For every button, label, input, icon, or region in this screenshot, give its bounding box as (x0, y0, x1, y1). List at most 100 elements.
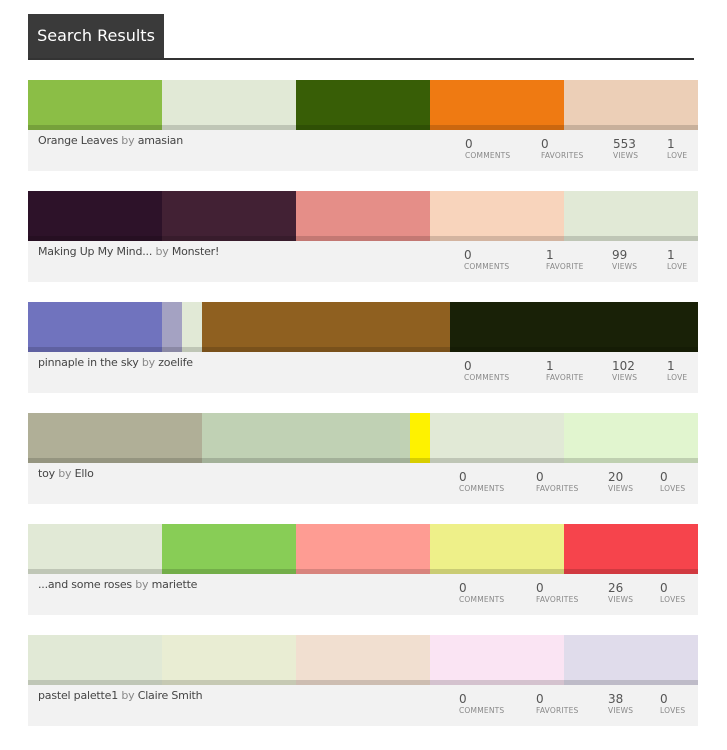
stat-comments: 0 COMMENTS (464, 359, 509, 383)
color-swatch[interactable] (564, 80, 698, 130)
palette-strip[interactable] (28, 191, 698, 241)
stat-comments-label: COMMENTS (464, 373, 510, 382)
color-swatch[interactable] (162, 191, 296, 241)
color-swatch[interactable] (162, 524, 296, 574)
color-swatch[interactable] (564, 524, 698, 574)
author-link[interactable]: zoelife (158, 356, 193, 369)
color-swatch[interactable] (28, 413, 203, 463)
result-card[interactable]: Making Up My Mind... by Monster! 0 COMMENT… (28, 191, 698, 282)
color-swatch[interactable] (563, 413, 698, 463)
author-link[interactable]: Ello (74, 467, 94, 480)
palette-name-link[interactable]: Orange Leaves (38, 134, 118, 147)
color-swatch[interactable] (409, 413, 431, 463)
palette-name-link[interactable]: Making Up My Mind... (38, 245, 153, 258)
stat-comments: 0 COMMENTS (464, 248, 509, 272)
stat-loves-count: 0 (660, 470, 668, 484)
stat-favorites-count: 1 (546, 248, 554, 262)
color-swatch[interactable] (28, 302, 162, 352)
stat-loves: 1 LOVE (667, 137, 687, 161)
stat-comments-count: 0 (459, 692, 467, 706)
palette-strip[interactable] (28, 635, 698, 685)
color-swatch[interactable] (296, 635, 430, 685)
stat-loves: 1 LOVE (667, 248, 687, 272)
color-swatch[interactable] (296, 80, 430, 130)
stat-favorites-label: FAVORITES (536, 706, 579, 715)
by-label: by (121, 689, 135, 702)
color-swatch[interactable] (296, 524, 430, 574)
color-swatch[interactable] (430, 635, 564, 685)
author-link[interactable]: Monster! (171, 245, 220, 258)
stat-favorites: 0 FAVORITES (536, 470, 578, 494)
stat-views: 26 VIEWS (608, 581, 633, 605)
color-swatch[interactable] (430, 80, 564, 130)
color-swatch[interactable] (564, 635, 698, 685)
stat-favorites-label: FAVORITE (546, 373, 584, 382)
palette-strip[interactable] (28, 413, 698, 463)
palette-name-link[interactable]: pinnaple in the sky (38, 356, 139, 369)
color-swatch[interactable] (162, 635, 296, 685)
color-swatch[interactable] (430, 191, 564, 241)
palette-name-link[interactable]: toy (38, 467, 55, 480)
result-card[interactable]: Orange Leaves by amasian 0 COMMENTS 0 FAVORI… (28, 80, 698, 171)
stat-views-label: VIEWS (608, 595, 634, 604)
stat-favorites: 1 FAVORITE (546, 248, 584, 272)
color-swatch[interactable] (430, 524, 564, 574)
stat-loves-count: 1 (667, 359, 675, 373)
color-swatch[interactable] (450, 302, 698, 352)
result-title-line: ...and some roses by mariette (38, 578, 197, 591)
stat-favorites: 0 FAVORITES (541, 137, 583, 161)
result-card[interactable]: ...and some roses by mariette 0 COMMENTS 0 F… (28, 524, 698, 615)
color-swatch[interactable] (28, 80, 162, 130)
stat-loves-label: LOVE (667, 151, 688, 160)
stat-comments-count: 0 (464, 248, 472, 262)
color-swatch[interactable] (162, 80, 296, 130)
result-title-line: pinnaple in the sky by zoelife (38, 356, 193, 369)
result-card[interactable]: pastel palette1 by Claire Smith 0 COMMENTS… (28, 635, 698, 726)
color-swatch[interactable] (564, 191, 698, 241)
author-link[interactable]: amasian (137, 134, 183, 147)
color-swatch[interactable] (182, 302, 203, 352)
palette-strip[interactable] (28, 80, 698, 130)
color-swatch[interactable] (28, 635, 162, 685)
stat-comments-count: 0 (464, 359, 472, 373)
stat-favorites-label: FAVORITES (536, 484, 579, 493)
palette-name-link[interactable]: pastel palette1 (38, 689, 119, 702)
palette-strip[interactable] (28, 524, 698, 574)
stat-loves: 1 LOVE (667, 359, 687, 383)
stat-comments-label: COMMENTS (459, 484, 505, 493)
color-swatch[interactable] (162, 302, 183, 352)
author-link[interactable]: mariette (151, 578, 198, 591)
result-card[interactable]: toy by Ello 0 COMMENTS 0 FAVORITES 20 VIEWS 0 LO… (28, 413, 698, 504)
stat-loves: 0 LOVES (660, 581, 685, 605)
stat-loves: 0 LOVES (660, 692, 685, 716)
author-link[interactable]: Claire Smith (137, 689, 203, 702)
stat-views-count: 26 (608, 581, 624, 595)
stat-comments-label: COMMENTS (465, 151, 511, 160)
color-swatch[interactable] (28, 524, 162, 574)
color-swatch[interactable] (202, 302, 451, 352)
stat-views-count: 20 (608, 470, 624, 484)
stat-views: 99 VIEWS (612, 248, 637, 272)
page-title: Search Results (28, 14, 164, 58)
color-swatch[interactable] (429, 413, 564, 463)
stat-loves-label: LOVE (667, 373, 688, 382)
palette-strip[interactable] (28, 302, 698, 352)
palette-name-link[interactable]: ...and some roses (38, 578, 132, 591)
stat-favorites-label: FAVORITE (546, 262, 584, 271)
stat-loves-count: 1 (667, 248, 675, 262)
stat-views: 20 VIEWS (608, 470, 633, 494)
color-swatch[interactable] (296, 191, 430, 241)
stat-comments-count: 0 (459, 470, 467, 484)
stat-favorites-count: 1 (546, 359, 554, 373)
color-swatch[interactable] (202, 413, 410, 463)
color-swatch[interactable] (28, 191, 162, 241)
stat-favorites-label: FAVORITES (541, 151, 584, 160)
stat-views-count: 553 (613, 137, 636, 151)
stat-views-label: VIEWS (613, 151, 639, 160)
stat-views-label: VIEWS (608, 484, 634, 493)
stat-favorites: 0 FAVORITES (536, 692, 578, 716)
result-card[interactable]: pinnaple in the sky by zoelife 0 COMMENTS 1… (28, 302, 698, 393)
stat-views-label: VIEWS (608, 706, 634, 715)
stat-comments: 0 COMMENTS (459, 581, 504, 605)
